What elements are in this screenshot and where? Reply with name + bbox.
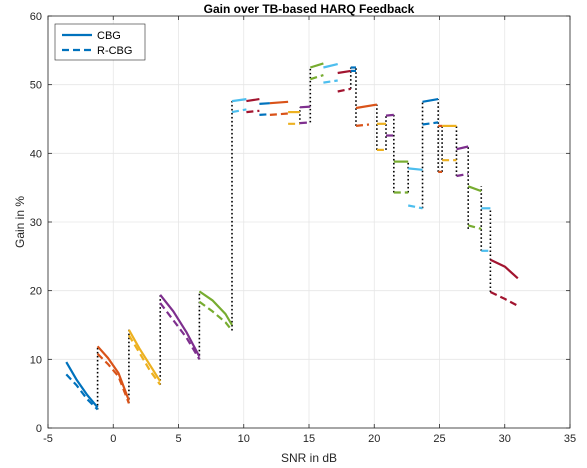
series-line-r-cbg (489, 291, 519, 307)
x-tick-label: 5 (175, 433, 181, 445)
series-line-r-cbg (65, 373, 99, 411)
series-line-cbg (456, 145, 469, 151)
series-line-r-cbg (467, 224, 482, 230)
series-line-r-cbg (323, 79, 338, 84)
series-line-r-cbg (198, 300, 233, 332)
series-line-cbg (299, 105, 311, 109)
series-line-cbg (489, 258, 519, 280)
series-line-r-cbg (231, 108, 247, 114)
series-line-cbg (408, 167, 423, 171)
series-line-r-cbg (422, 121, 439, 126)
series-line-cbg (127, 329, 162, 382)
y-tick-label: 0 (36, 423, 42, 435)
series-line-cbg (269, 100, 289, 105)
x-tick-label: 25 (433, 433, 445, 445)
series-line-cbg (259, 102, 270, 105)
series-line-cbg (198, 290, 233, 326)
series-line-cbg (323, 63, 338, 69)
series-line-cbg (65, 361, 99, 409)
legend-label-rcbg: R-CBG (97, 45, 132, 57)
series-line-cbg (309, 62, 324, 69)
series-line-r-cbg (309, 74, 324, 81)
x-tick-label: 20 (368, 433, 380, 445)
series-layer (65, 62, 519, 411)
legend: CBG R-CBG (54, 23, 146, 61)
legend-box (54, 23, 146, 61)
y-tick-label: 10 (30, 354, 42, 366)
series-line-cbg (355, 103, 378, 110)
y-tick-label: 30 (30, 217, 42, 229)
series-line-r-cbg (246, 109, 260, 114)
series-line-r-cbg (355, 123, 370, 127)
x-tick-label: 30 (499, 433, 511, 445)
y-tick-label: 20 (30, 286, 42, 298)
series-line-cbg (246, 98, 260, 103)
series-line-r-cbg (127, 334, 162, 386)
dotted-connectors (96, 67, 492, 410)
y-axis-label: Gain in % (13, 196, 27, 248)
x-tick-label: -5 (43, 433, 53, 445)
y-tick-label: 50 (30, 80, 42, 92)
series-line-r-cbg (259, 113, 270, 116)
x-tick-label: 0 (110, 433, 116, 445)
series-line-r-cbg (337, 87, 352, 93)
series-line-cbg (467, 185, 482, 193)
x-tick-label: 10 (238, 433, 250, 445)
x-axis-label: SNR in dB (281, 451, 337, 465)
series-line-r-cbg (159, 302, 201, 360)
series-line-cbg (231, 98, 247, 103)
series-line-cbg (385, 113, 394, 117)
series-line-cbg (422, 98, 439, 103)
x-tick-label: 15 (303, 433, 315, 445)
series-line-cbg (96, 345, 130, 401)
legend-label-cbg: CBG (97, 30, 121, 42)
series-line-r-cbg (96, 353, 130, 404)
series-r-cbg (65, 69, 519, 411)
series-line-cbg (337, 69, 351, 75)
series-line-r-cbg (269, 112, 289, 116)
series-line-r-cbg (299, 121, 311, 125)
y-tick-label: 40 (30, 148, 42, 160)
x-tick-label: 35 (564, 433, 576, 445)
chart-title: Gain over TB-based HARQ Feedback (204, 2, 415, 16)
series-line-r-cbg (407, 204, 423, 210)
series-cbg (65, 62, 519, 409)
series-line-cbg (159, 294, 201, 358)
series-line-r-cbg (456, 172, 469, 178)
y-tick-label: 60 (30, 11, 42, 23)
ticks (47, 15, 571, 429)
